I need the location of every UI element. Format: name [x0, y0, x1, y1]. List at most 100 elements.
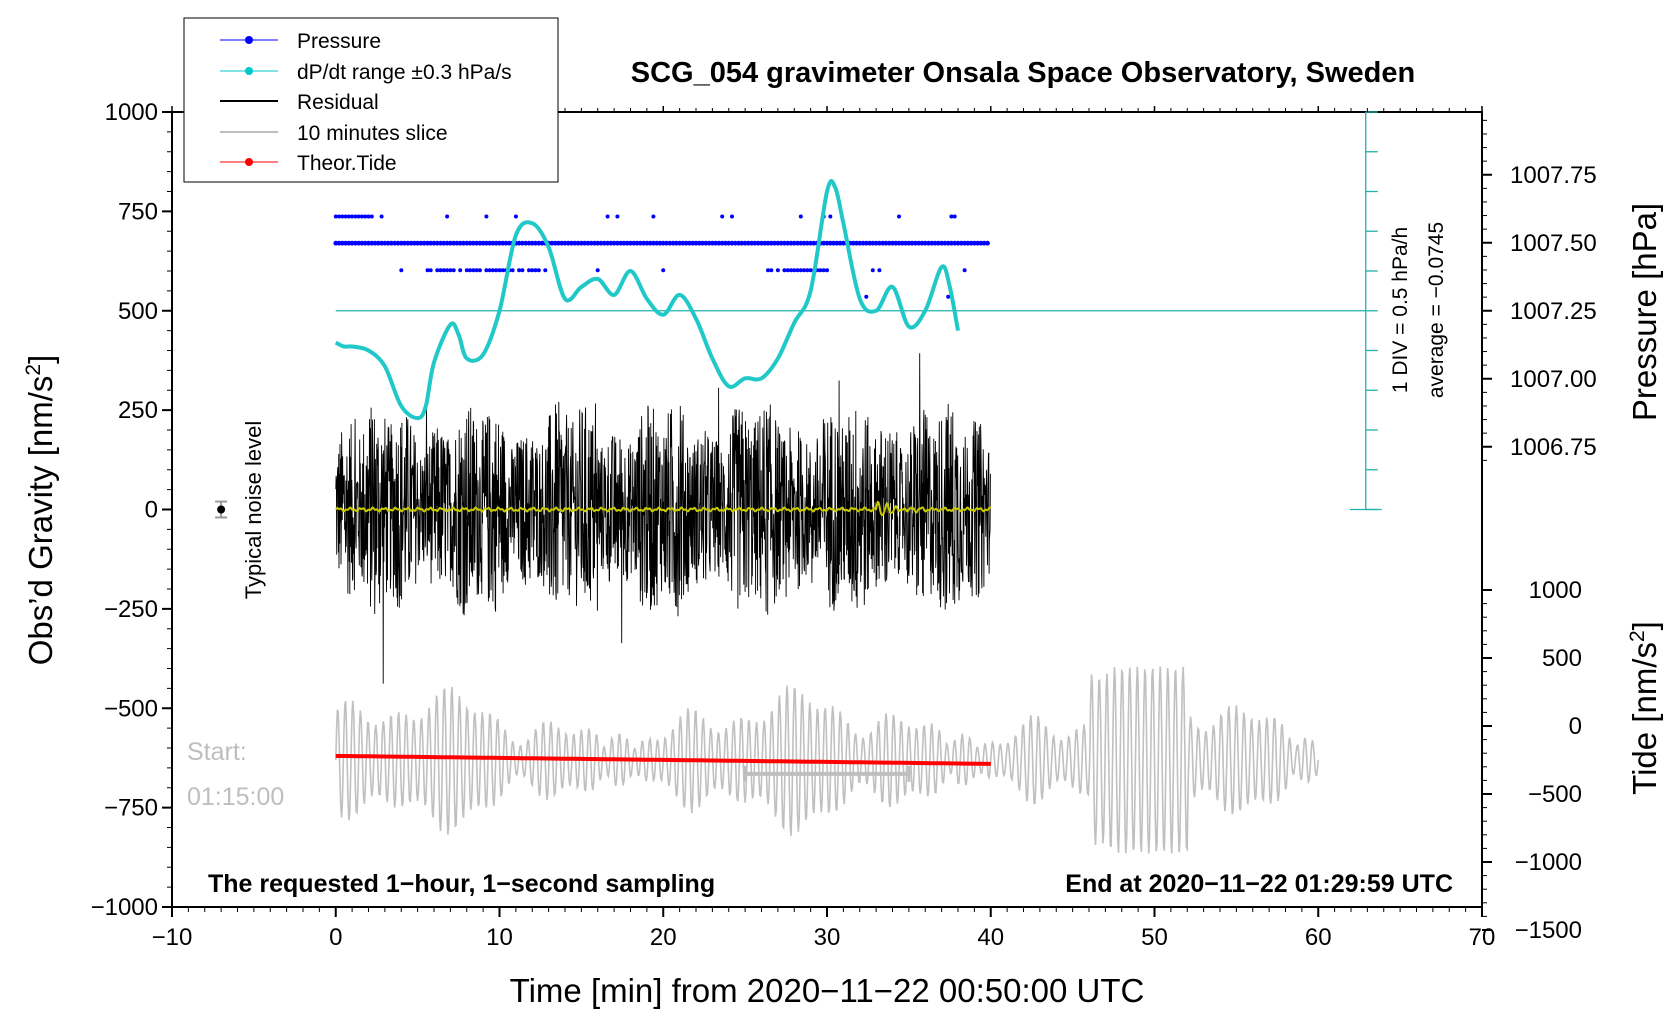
pressure-dot	[673, 240, 679, 246]
pressure-dot	[425, 268, 430, 273]
pressure-dot	[791, 240, 797, 246]
y-tide-tick-label: 0	[1569, 713, 1582, 740]
pressure-dot	[886, 240, 892, 246]
pressure-dot	[572, 240, 578, 246]
pressure-dot	[615, 214, 620, 219]
pressure-dot	[389, 240, 394, 246]
pressure-dot	[903, 240, 908, 246]
pressure-dot	[899, 240, 905, 246]
pressure-dot	[972, 240, 977, 246]
y-tide-tick-label: −500	[1528, 781, 1582, 808]
y-axis-left-title-end: ]	[22, 355, 59, 364]
x-axis-title: Time [min] from 2020−11−22 00:50:00 UTC	[510, 972, 1145, 1009]
pressure-dot	[661, 268, 666, 273]
pressure-dot	[484, 268, 489, 273]
pressure-dot	[755, 240, 761, 246]
legend-item-residual: Residual	[220, 91, 379, 114]
pressure-dot	[405, 240, 411, 246]
pressure-dot	[929, 240, 935, 246]
pressure-dot	[349, 240, 355, 246]
y-left-tick-label: 500	[118, 298, 158, 325]
y-left-tick-label: −500	[104, 695, 158, 722]
pressure-dot	[601, 240, 607, 246]
pressure-dot	[516, 240, 522, 246]
pressure-dot	[798, 268, 803, 273]
pressure-dot	[356, 214, 361, 219]
pressure-dot	[746, 240, 751, 246]
pressure-dot	[785, 240, 791, 246]
pressure-dot	[651, 240, 656, 246]
pressure-dot	[350, 214, 355, 219]
pressure-dot	[549, 240, 555, 246]
pressure-dot	[569, 240, 574, 246]
pressure-dot	[968, 240, 974, 246]
pressure-dot	[637, 240, 643, 246]
pressure-dot	[582, 240, 587, 246]
pressure-dot	[559, 240, 565, 246]
pressure-dot	[798, 214, 803, 219]
pressure-dot	[821, 268, 826, 273]
pressure-dot	[503, 240, 509, 246]
pressure-dot	[506, 240, 512, 246]
y-axis-tide-title-sup: 2	[1626, 630, 1649, 642]
pressure-dot	[468, 268, 472, 273]
x-tick-label: 50	[1141, 924, 1168, 951]
pressure-dot	[366, 240, 371, 246]
pressure-dot	[860, 240, 866, 246]
pressure-dot	[913, 240, 918, 246]
y-tide-tick-label: −1000	[1515, 849, 1582, 876]
y-pressure-tick-label: 1007.75	[1510, 162, 1597, 189]
pressure-dot	[782, 240, 787, 246]
pressure-dot	[716, 240, 722, 246]
pressure-dot	[660, 240, 666, 246]
ticks-layer: −10 0 10 20 30 40 50 60 70 1000 750 500 250 0 −250 −500…	[91, 99, 1597, 951]
pressure-dot	[415, 240, 420, 246]
pressure-dot	[883, 240, 889, 246]
legend-item-tide: Theor.Tide	[220, 152, 397, 175]
pressure-dot	[392, 240, 398, 246]
pressure-dot	[454, 240, 460, 246]
legend-dot-dpdt	[245, 67, 253, 75]
pressure-dot	[585, 240, 591, 246]
pressure-dot	[536, 268, 541, 273]
pressure-dot	[484, 214, 489, 219]
pressure-dot	[562, 240, 568, 246]
dpdt-curve	[334, 179, 960, 421]
pressure-dot	[418, 240, 424, 246]
y-left-tick-label: −750	[104, 795, 158, 822]
pressure-dot	[831, 240, 836, 246]
pressure-dot	[939, 240, 944, 246]
pressure-dot	[624, 240, 630, 246]
pressure-dot	[527, 268, 531, 273]
legend-item-slice: 10 minutes slice	[220, 122, 448, 145]
y-pressure-tick-label: 1007.25	[1510, 298, 1597, 325]
pressure-dot	[949, 240, 954, 246]
pressure-dot	[359, 240, 365, 246]
pressure-dot	[464, 268, 469, 273]
pressure-dot	[490, 268, 495, 273]
pressure-dot	[353, 214, 358, 219]
pressure-dot	[864, 294, 869, 299]
pressure-dot	[598, 240, 604, 246]
pressure-dot	[834, 240, 840, 246]
pressure-dot	[897, 214, 901, 219]
pressure-dot	[877, 268, 882, 273]
pressure-dot	[362, 240, 368, 246]
pressure-dot	[808, 240, 813, 246]
pressure-dot	[946, 294, 951, 299]
pressure-dot	[445, 268, 450, 273]
residual-line	[335, 353, 991, 684]
y-axis-left-title: Obs’d Gravity [nm/s2]	[22, 355, 59, 666]
x-tick-label: 70	[1469, 924, 1496, 951]
y-left-tick-label: −1000	[91, 894, 158, 921]
pressure-dot	[720, 214, 725, 219]
pressure-dot	[729, 240, 735, 246]
pressure-dot	[785, 268, 790, 273]
y-left-tick-label: 750	[118, 198, 158, 225]
x-tick-label: 0	[329, 924, 342, 951]
x-tick-label: 20	[650, 924, 677, 951]
pressure-dot	[346, 214, 351, 219]
pressure-dot	[634, 240, 640, 246]
pressure-dot	[421, 240, 427, 246]
pressure-dot	[493, 240, 499, 246]
